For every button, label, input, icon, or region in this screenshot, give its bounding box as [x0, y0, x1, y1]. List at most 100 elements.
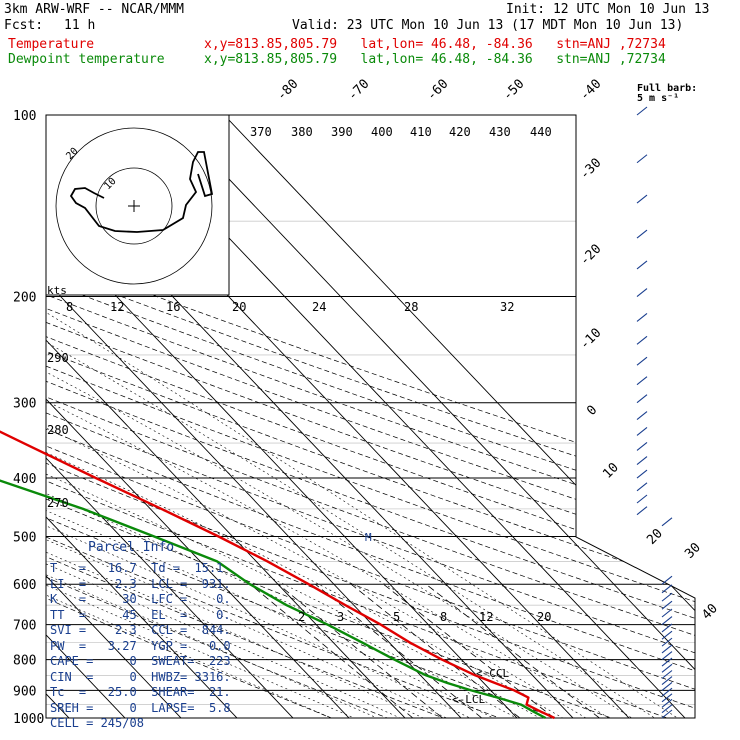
hodograph-speed-label: 16: [166, 300, 180, 314]
wind-barb: [636, 356, 648, 366]
wind-barb: [661, 663, 673, 673]
parcel-info-row: K = 30 LFC = 0.: [50, 592, 231, 606]
dewpoint-legend-label: Dewpoint temperature: [8, 52, 165, 67]
moist-adiabat-line: [46, 296, 451, 718]
hodograph-ring-inner: [95, 167, 173, 245]
wind-barb: [661, 704, 673, 714]
theta-tick-label: 400: [371, 125, 393, 139]
isotherm-line: [46, 115, 418, 718]
mixing-ratio-line: [315, 583, 483, 718]
wind-barb: [661, 623, 673, 633]
isotherm-line: [46, 115, 194, 718]
theta-side-label: 290: [47, 351, 69, 365]
parcel-info-row: CAPE = 0 SWEAT= 223: [50, 654, 231, 668]
hodograph-trace: [69, 151, 214, 233]
mixing-ratio-line: [277, 583, 443, 718]
parcel-info-row: TT = 45 EL = 0.: [50, 607, 231, 622]
theta-tick-label: 420: [449, 125, 471, 139]
temperature-tick-label: -10: [577, 326, 604, 353]
barb-legend: Full barb: 5 m s⁻¹: [637, 84, 697, 104]
parcel-info-table: T = 16.7 Td = 15.1 LI = 2.3 LCL = 931. K =…: [50, 561, 231, 732]
hodograph-speed-label: 32: [500, 300, 514, 314]
moist-adiabat-line: [46, 296, 384, 718]
parcel-info-row: SVI = 2.3 CCL = 844.: [50, 623, 231, 637]
wind-barb: [661, 517, 673, 527]
pressure-tick-label: 1000: [13, 712, 44, 727]
wind-barb: [661, 681, 673, 691]
wind-barb: [636, 154, 648, 164]
moist-adiabat-line: [46, 296, 407, 718]
wind-barb: [661, 616, 673, 626]
wind-barb: [661, 584, 673, 594]
wind-barb: [636, 494, 648, 504]
wind-barb: [661, 698, 673, 708]
wind-barb: [636, 411, 648, 421]
hodograph-speed-label: 24: [312, 300, 326, 314]
wind-barb: [636, 376, 648, 386]
temperature-tick-label: 0: [584, 403, 600, 419]
isotherm-line: [46, 115, 306, 718]
profiles: [0, 430, 556, 720]
parcel-info-row: SREH = 0 LAPSE= 5.8: [50, 700, 231, 715]
dry-adiabat-line: [46, 115, 695, 718]
mixing-ratio-line: [350, 583, 521, 718]
moist-adiabat-line: [46, 296, 362, 718]
mixing-ratio-label: 3: [337, 610, 344, 624]
ccl-marker: <-CCL: [476, 667, 509, 680]
temperature-legend-label: Temperature: [8, 37, 95, 52]
parcel-info-row: PW = 3.27 YGP = 0.0: [50, 638, 231, 653]
pressure-tick-label: 100: [13, 109, 36, 124]
wind-barb: [661, 637, 673, 647]
parcel-info-row: T = 16.7 Td = 15.1: [50, 561, 224, 575]
wind-barb: [636, 456, 648, 466]
dry-adiabat-line: [46, 115, 695, 718]
dry-adiabat-line: [46, 115, 695, 718]
wind-barb: [636, 229, 648, 239]
moist-adiabat-line: [46, 296, 608, 718]
theta-tick-label: 440: [530, 125, 552, 139]
pressure-tick-label: 800: [13, 654, 36, 669]
temperature-tick-label: 30: [682, 540, 704, 562]
wind-barb: [636, 442, 648, 451]
wind-barb: [636, 427, 648, 436]
theta-tick-label: 430: [489, 125, 511, 139]
temperature-tick-label: -30: [577, 156, 604, 183]
dry-adiabat-line: [46, 115, 695, 718]
wind-barb: [636, 394, 648, 404]
dry-adiabat-line: [46, 115, 695, 718]
valid-time: Valid: 23 UTC Mon 10 Jun 13 (17 MDT Mon …: [292, 18, 684, 33]
init-time: Init: 12 UTC Mon 10 Jun 13: [506, 2, 710, 17]
hodograph-box: [45, 114, 230, 296]
pressure-tick-label: 600: [13, 578, 36, 593]
hodograph-speed-label: 20: [232, 300, 246, 314]
fcst-value: 11 h: [64, 18, 96, 33]
mixing-ratio-label: 12: [479, 610, 493, 624]
moist-adiabat-line: [46, 296, 496, 718]
isotherm-line: [46, 115, 362, 718]
temperature-location: x,y=813.85,805.79 lat,lon= 46.48, -84.36…: [204, 37, 666, 52]
wind-barb: [661, 670, 673, 679]
wind-barb: [636, 260, 648, 270]
wind-barb: [636, 106, 648, 116]
temperature-tick-label: -80: [274, 77, 301, 104]
pressure-tick-label: 700: [13, 619, 36, 634]
pressure-tick-label: 500: [13, 530, 36, 545]
moist-adiabat-line: [46, 296, 653, 718]
parcel-info-row: CIN = 0 HWBZ= 3316.: [50, 669, 231, 684]
isotherm-line: [46, 115, 474, 718]
barb-legend-line2: 5 m s⁻¹: [637, 93, 680, 104]
wind-barb: [661, 709, 673, 719]
dewpoint-profile: [0, 479, 547, 720]
pressure-tick-label: 900: [13, 684, 36, 699]
dry-adiabat-line: [46, 115, 648, 718]
wind-barb: [636, 288, 648, 297]
hodograph-units-label: kts: [47, 284, 67, 297]
wind-barb: [636, 506, 648, 516]
pressure-tick-label: 300: [13, 397, 36, 412]
diagram-lines: [46, 115, 695, 718]
wind-barb: [661, 687, 673, 697]
hodograph-speed-label: 28: [404, 300, 418, 314]
theta-tick-label: 380: [291, 125, 313, 139]
